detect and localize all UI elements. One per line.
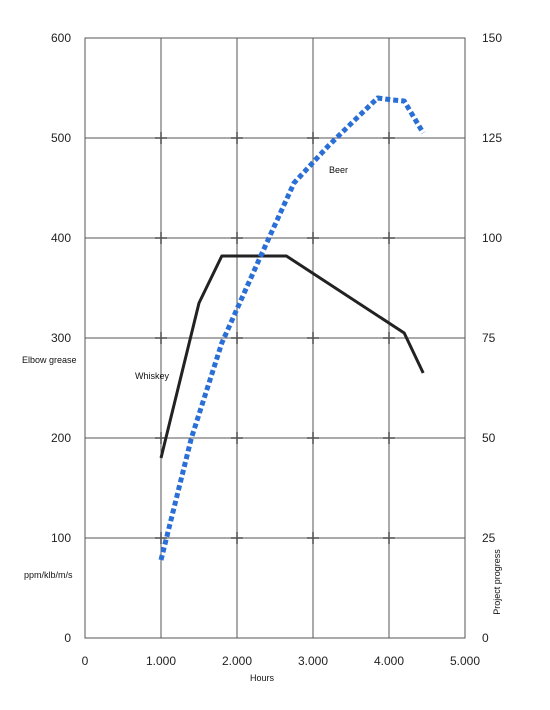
x-tick-label: 3.000	[298, 654, 328, 668]
x-tick-label: 4.000	[374, 654, 404, 668]
y2-tick-label: 0	[482, 631, 489, 645]
x-tick-label: 5.000	[450, 654, 480, 668]
x-tick-label: 1.000	[146, 654, 176, 668]
tick-labels: 0 1.000 2.000 3.000 4.000 5.00001002003004005…	[51, 31, 502, 668]
grid-cross-marker	[307, 232, 319, 244]
grid-cross-marker	[307, 132, 319, 144]
y-axis-units-label: ppm/klb/m/s	[24, 570, 73, 580]
grid-cross-marker	[155, 532, 167, 544]
grid-cross-marker	[231, 432, 243, 444]
grid-cross-marker	[383, 432, 395, 444]
y2-tick-label: 50	[482, 431, 496, 445]
grid-cross-marker	[307, 332, 319, 344]
y-tick-label: 200	[51, 431, 71, 445]
y2-tick-label: 75	[482, 331, 496, 345]
y2-tick-label: 100	[482, 231, 502, 245]
y-tick-label: 600	[51, 31, 71, 45]
y2-axis-label: Project progress	[492, 549, 502, 615]
y-tick-label: 300	[51, 331, 71, 345]
grid-cross-marker	[307, 432, 319, 444]
y-axis-label: Elbow grease	[22, 355, 77, 365]
x-axis-label: Hours	[250, 673, 275, 683]
series-layer	[158, 95, 426, 561]
y2-tick-label: 150	[482, 31, 502, 45]
series-line-beer	[158, 95, 426, 561]
grid-cross-marker	[155, 232, 167, 244]
y-tick-label: 0	[64, 631, 71, 645]
series-label-whiskey: Whiskey	[135, 371, 170, 381]
y-tick-label: 400	[51, 231, 71, 245]
y-tick-label: 500	[51, 131, 71, 145]
grid-cross-marker	[383, 532, 395, 544]
grid-cross-marker	[231, 132, 243, 144]
series-line-whiskey	[159, 254, 425, 459]
grid-cross-marker	[383, 132, 395, 144]
grid-cross-marker	[155, 132, 167, 144]
grid-cross-marker	[383, 332, 395, 344]
x-tick-label: 2.000	[222, 654, 252, 668]
grid-cross-marker	[155, 332, 167, 344]
grid	[84, 37, 466, 639]
grid-cross-marker	[231, 532, 243, 544]
y-tick-label: 100	[51, 531, 71, 545]
grid-cross-marker	[231, 332, 243, 344]
x-tick-label: 0	[82, 654, 89, 668]
grid-cross-marker	[231, 232, 243, 244]
y2-tick-label: 25	[482, 531, 496, 545]
grid-cross-marker	[307, 532, 319, 544]
y2-tick-label: 125	[482, 131, 502, 145]
series-label-beer: Beer	[329, 165, 348, 175]
grid-cross-marker	[383, 232, 395, 244]
